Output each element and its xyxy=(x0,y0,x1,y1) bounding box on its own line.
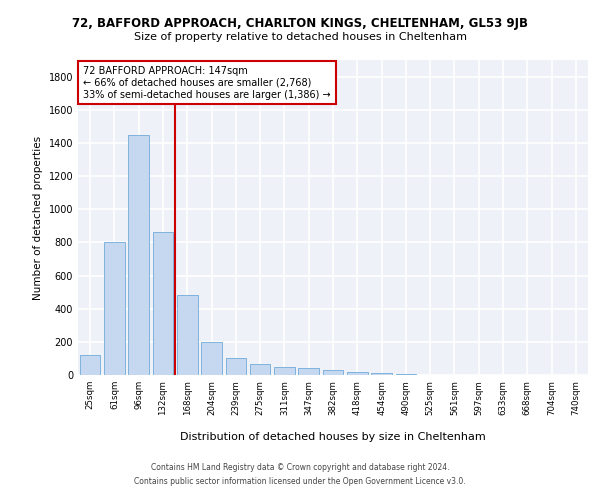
Bar xyxy=(201,342,222,375)
Text: Distribution of detached houses by size in Cheltenham: Distribution of detached houses by size … xyxy=(180,432,486,442)
Bar xyxy=(371,374,392,375)
Bar xyxy=(323,370,343,375)
Bar xyxy=(347,372,368,375)
Bar xyxy=(250,364,271,375)
Text: Contains HM Land Registry data © Crown copyright and database right 2024.: Contains HM Land Registry data © Crown c… xyxy=(151,464,449,472)
Bar xyxy=(298,368,319,375)
Text: 72 BAFFORD APPROACH: 147sqm
← 66% of detached houses are smaller (2,768)
33% of : 72 BAFFORD APPROACH: 147sqm ← 66% of det… xyxy=(83,66,331,100)
Bar xyxy=(395,374,416,375)
Bar xyxy=(226,358,246,375)
Bar xyxy=(177,296,197,375)
Text: Contains public sector information licensed under the Open Government Licence v3: Contains public sector information licen… xyxy=(134,477,466,486)
Bar xyxy=(152,232,173,375)
Bar xyxy=(128,134,149,375)
Bar xyxy=(104,242,125,375)
Bar xyxy=(274,366,295,375)
Text: 72, BAFFORD APPROACH, CHARLTON KINGS, CHELTENHAM, GL53 9JB: 72, BAFFORD APPROACH, CHARLTON KINGS, CH… xyxy=(72,18,528,30)
Bar xyxy=(80,355,100,375)
Text: Size of property relative to detached houses in Cheltenham: Size of property relative to detached ho… xyxy=(133,32,467,42)
Y-axis label: Number of detached properties: Number of detached properties xyxy=(33,136,43,300)
